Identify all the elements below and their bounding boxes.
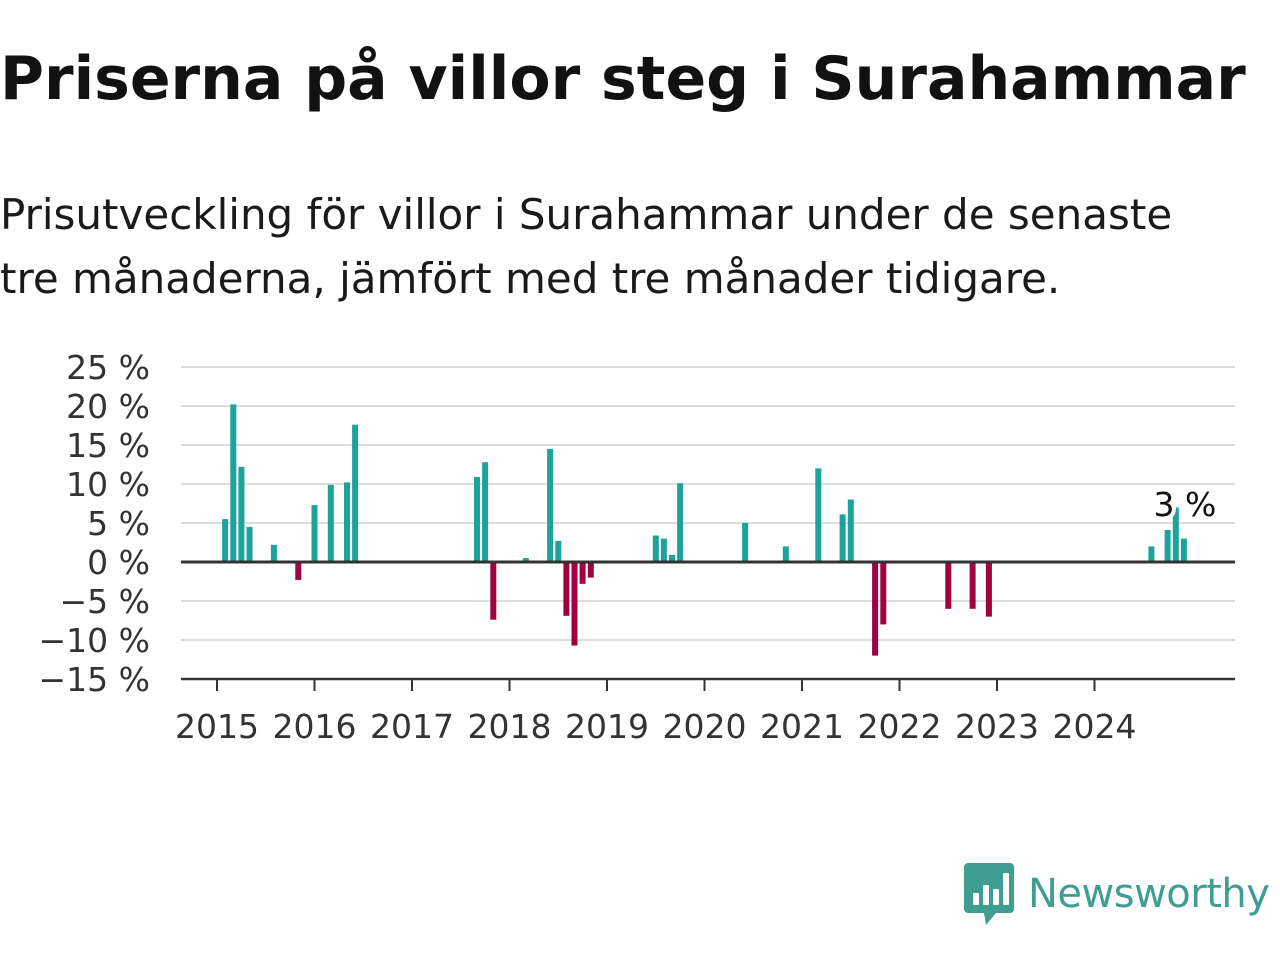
y-tick-label: −10 % bbox=[39, 621, 151, 660]
bar bbox=[782, 546, 789, 562]
bar bbox=[839, 514, 846, 562]
bar bbox=[945, 562, 952, 609]
x-tick-label: 2016 bbox=[273, 707, 357, 746]
x-tick-label: 2021 bbox=[760, 707, 844, 746]
bar bbox=[246, 526, 253, 562]
bar bbox=[474, 477, 480, 562]
x-tick-label: 2023 bbox=[955, 707, 1039, 746]
chart-subtitle: Prisutveckling för villor i Surahammar u… bbox=[0, 190, 1173, 303]
gridlines bbox=[181, 366, 1235, 680]
y-tick-label: 20 % bbox=[66, 387, 150, 426]
y-tick-label: 15 % bbox=[66, 426, 150, 465]
y-axis-ticks: 25 %20 %15 %10 %5 %0 %−5 %−10 %−15 % bbox=[39, 348, 151, 699]
bar bbox=[742, 523, 749, 562]
bar bbox=[230, 404, 237, 562]
bar bbox=[969, 562, 976, 609]
x-tick-label: 2015 bbox=[175, 707, 259, 746]
y-tick-label: 5 % bbox=[87, 504, 150, 543]
bar bbox=[238, 466, 245, 562]
bar bbox=[311, 505, 318, 562]
y-tick-label: 0 % bbox=[87, 543, 150, 582]
x-tick-label: 2022 bbox=[858, 707, 942, 746]
x-tick-label: 2017 bbox=[370, 707, 454, 746]
bar bbox=[847, 499, 854, 562]
bar bbox=[522, 558, 529, 562]
brand-name: Newsworthy bbox=[1028, 871, 1270, 917]
y-tick-label: 10 % bbox=[66, 465, 150, 504]
bar bbox=[270, 544, 277, 562]
bar-chart: 25 %20 %15 %10 %5 %0 %−5 %−10 %−15 % 201… bbox=[39, 348, 1235, 746]
bar bbox=[352, 424, 359, 562]
annotation: 3 % bbox=[1149, 481, 1220, 528]
x-tick-label: 2019 bbox=[565, 707, 649, 746]
bar bbox=[1148, 546, 1155, 562]
bar bbox=[344, 482, 350, 562]
brand-logo: Newsworthy bbox=[964, 862, 1270, 926]
bar bbox=[815, 468, 822, 562]
bar bbox=[555, 540, 562, 562]
x-tick-label: 2024 bbox=[1053, 707, 1137, 746]
bar bbox=[1172, 507, 1179, 562]
bar bbox=[872, 562, 879, 656]
bar bbox=[1180, 538, 1187, 562]
bar bbox=[652, 535, 659, 562]
x-axis-ticks: 2015 2016 2017 2018 2019 2020 2021 2022 2023 2024 bbox=[175, 679, 1136, 746]
y-tick-label: −5 % bbox=[60, 582, 151, 621]
bar bbox=[1164, 530, 1171, 562]
bar bbox=[587, 562, 594, 578]
bar bbox=[295, 562, 302, 580]
bar bbox=[880, 562, 887, 625]
bar bbox=[660, 538, 667, 562]
bar bbox=[985, 562, 992, 617]
chart-title: Priserna på villor steg i Surahammar bbox=[0, 44, 1246, 114]
x-tick-label: 2020 bbox=[663, 707, 747, 746]
bar bbox=[579, 562, 586, 584]
bar bbox=[571, 562, 578, 646]
newsworthy-logo-icon bbox=[964, 863, 1014, 925]
y-tick-label: −15 % bbox=[39, 660, 151, 699]
bar bbox=[327, 484, 334, 562]
bar bbox=[563, 562, 570, 616]
bar bbox=[490, 562, 497, 620]
bar bbox=[677, 483, 684, 562]
annotation-label: 3 % bbox=[1153, 485, 1216, 524]
bar bbox=[222, 519, 229, 562]
bar bbox=[547, 448, 554, 562]
bars bbox=[222, 404, 1187, 656]
bar bbox=[482, 462, 489, 562]
bar bbox=[669, 555, 675, 562]
axes bbox=[181, 560, 1235, 681]
y-tick-label: 25 % bbox=[66, 348, 150, 387]
x-tick-label: 2018 bbox=[468, 707, 552, 746]
